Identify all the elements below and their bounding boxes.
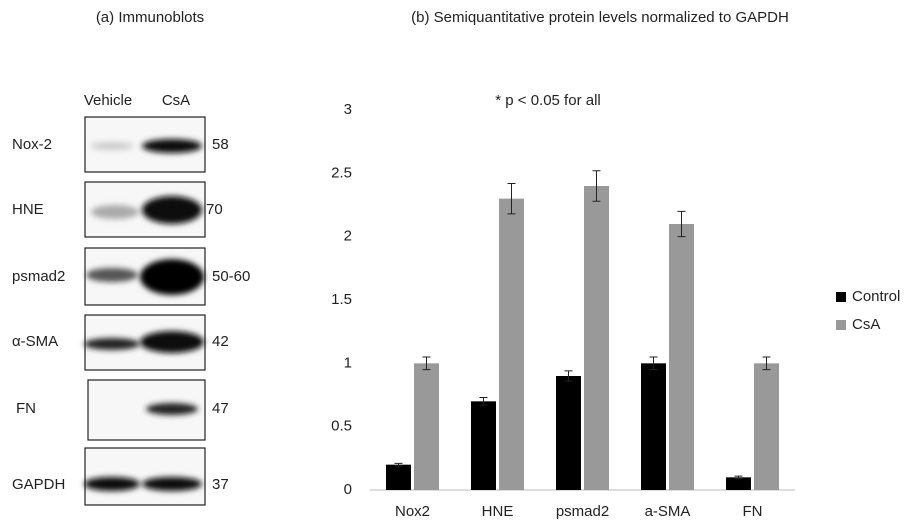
y-tick-label: 3 [344, 101, 352, 118]
blot-label: FN [16, 400, 36, 417]
column-label: Vehicle [84, 92, 132, 109]
band [84, 477, 140, 491]
band [140, 331, 204, 353]
blot-label: GAPDH [12, 476, 65, 493]
bar [386, 465, 411, 490]
band [142, 196, 202, 224]
column-label: CsA [162, 92, 190, 109]
x-tick-label: HNE [482, 503, 514, 520]
bar [754, 363, 779, 490]
x-tick-label: psmad2 [556, 503, 609, 520]
y-tick-label: 2.5 [331, 164, 352, 181]
bar [414, 363, 439, 490]
bar [499, 199, 524, 490]
molecular-weight: 50-60 [212, 268, 250, 285]
molecular-weight: 37 [212, 476, 229, 493]
panel-a: (a) Immunoblots Vehicle CsA [84, 9, 205, 505]
y-tick-label: 1 [344, 354, 352, 371]
x-tick-label: Nox2 [395, 503, 430, 520]
band [86, 268, 138, 282]
blot [85, 448, 205, 505]
y-tick-label: 0 [344, 481, 352, 498]
panel-title: (a) Immunoblots [96, 9, 204, 26]
band [142, 477, 202, 491]
molecular-weight: 42 [212, 333, 229, 350]
annotation: * p < 0.05 for all [495, 92, 600, 109]
legend-swatch [836, 320, 846, 330]
legend-label: CsA [852, 316, 880, 333]
x-tick-label: a-SMA [645, 503, 691, 520]
bar [584, 186, 609, 490]
blot-label: psmad2 [12, 268, 65, 285]
y-tick-label: 1.5 [331, 291, 352, 308]
blot-label: HNE [12, 201, 44, 218]
blot-label: α-SMA [12, 333, 58, 350]
legend-label: Control [852, 288, 900, 305]
figure: (a) Immunoblots Vehicle CsA (b) Semiquan… [0, 0, 909, 521]
bar [641, 363, 666, 490]
band [142, 139, 202, 153]
molecular-weight: 47 [212, 400, 229, 417]
legend-swatch [836, 292, 846, 302]
x-tick-label: FN [743, 503, 763, 520]
y-tick-label: 0.5 [331, 418, 352, 435]
chart-title: (b) Semiquantitative protein levels norm… [411, 9, 789, 26]
bar [556, 376, 581, 490]
blot-label: Nox-2 [12, 136, 52, 153]
bar [669, 224, 694, 490]
panel-b: (b) Semiquantitative protein levels norm… [411, 9, 789, 109]
band [90, 142, 134, 150]
molecular-weight: 58 [212, 136, 229, 153]
y-tick-label: 2 [344, 228, 352, 245]
band [91, 205, 139, 219]
band [140, 259, 204, 295]
bar [471, 401, 496, 490]
band [84, 338, 140, 350]
band [146, 403, 198, 415]
molecular-weight: 70 [206, 201, 223, 218]
bar [726, 477, 751, 490]
